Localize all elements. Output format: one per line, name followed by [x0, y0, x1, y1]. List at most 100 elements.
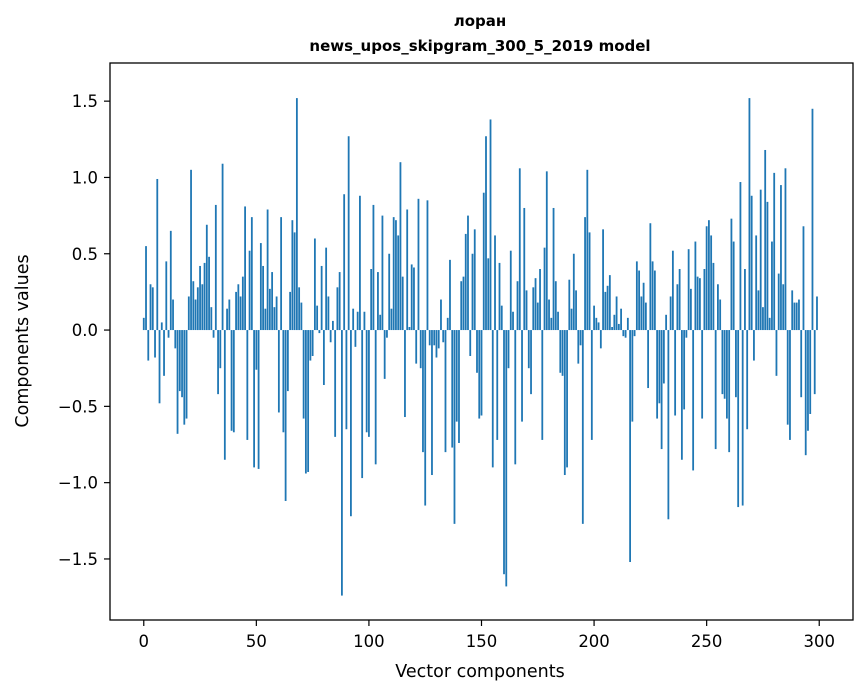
bar-220	[638, 270, 641, 331]
bar-207	[608, 275, 611, 331]
bar-225	[649, 223, 652, 331]
bar-200	[593, 305, 595, 331]
bar-210	[615, 296, 618, 331]
bar-71	[302, 330, 305, 419]
x-axis: 0 50 100 150 200 250 300	[139, 620, 835, 651]
bar-223	[644, 302, 647, 331]
bar-266	[741, 330, 744, 506]
bar-136	[449, 259, 451, 331]
bar-114	[399, 162, 402, 331]
bar-25	[199, 265, 201, 331]
bar-184	[557, 311, 559, 331]
bar-219	[635, 261, 638, 331]
bar-273	[757, 290, 760, 331]
bar-292	[800, 330, 803, 398]
y-tick-label: −0.5	[58, 397, 98, 416]
bar-256	[719, 299, 722, 331]
bar-168	[521, 330, 523, 422]
bar-274	[759, 189, 762, 331]
bar-164	[512, 311, 514, 331]
bar-93	[352, 308, 355, 331]
bar-51	[257, 330, 260, 469]
bar-247	[699, 278, 701, 331]
bar-202	[597, 322, 600, 331]
bar-198	[588, 232, 591, 331]
bar-68	[295, 98, 298, 331]
bar-165	[514, 330, 517, 465]
bar-122	[417, 198, 420, 331]
bar-90	[345, 330, 348, 430]
bar-80	[322, 330, 325, 385]
bar-270	[750, 195, 753, 331]
bar-169	[523, 207, 526, 331]
bar-203	[599, 330, 602, 349]
bar-106	[381, 215, 384, 331]
bar-63	[284, 330, 287, 501]
bar-100	[368, 330, 370, 437]
bar-211	[617, 323, 620, 331]
bar-128	[431, 330, 433, 476]
bar-151	[482, 192, 485, 331]
bar-187	[563, 330, 566, 476]
bar-199	[590, 330, 593, 440]
bar-213	[622, 330, 625, 337]
bar-193	[577, 330, 580, 364]
bar-293	[802, 226, 805, 331]
bar-7	[158, 330, 161, 404]
bar-138	[453, 330, 456, 524]
bar-124	[422, 330, 424, 453]
bar-153	[487, 258, 490, 331]
y-tick-label: 0.0	[72, 321, 98, 340]
bar-102	[372, 204, 375, 331]
bar-105	[379, 314, 382, 331]
bar-159	[500, 305, 503, 331]
bar-233	[667, 330, 670, 520]
bar-60	[277, 330, 280, 413]
bar-38	[228, 299, 231, 331]
bar-156	[494, 235, 496, 331]
bar-27	[203, 262, 206, 331]
bar-4	[151, 287, 154, 331]
x-tick-label: 100	[353, 632, 385, 651]
bar-280	[773, 172, 776, 331]
bar-112	[395, 220, 397, 331]
bar-11	[167, 330, 170, 338]
bar-48	[250, 217, 253, 331]
bar-261	[730, 218, 733, 331]
bar-108	[386, 330, 388, 338]
bar-113	[397, 235, 400, 331]
bar-214	[624, 330, 627, 338]
bar-166	[516, 281, 519, 331]
bar-95	[356, 311, 359, 331]
bar-182	[552, 207, 555, 331]
bar-172	[530, 330, 532, 395]
x-tick-label: 50	[246, 632, 267, 651]
bar-253	[712, 262, 715, 331]
bar-209	[613, 314, 616, 331]
y-tick-label: −1.0	[58, 474, 98, 493]
bar-197	[586, 169, 589, 331]
bar-235	[671, 250, 674, 331]
bar-254	[714, 330, 717, 450]
bar-6	[156, 178, 159, 331]
bar-195	[581, 330, 584, 524]
bar-82	[327, 296, 330, 331]
bar-140	[458, 330, 460, 443]
bar-29	[208, 256, 210, 331]
bar-137	[451, 330, 454, 448]
bar-19	[185, 330, 188, 419]
bar-192	[575, 290, 577, 331]
bar-229	[658, 330, 661, 404]
bar-240	[683, 330, 686, 410]
bar-288	[791, 290, 794, 331]
bar-251	[708, 220, 710, 331]
bar-74	[309, 330, 312, 361]
bar-126	[426, 200, 429, 331]
bar-180	[548, 299, 550, 331]
y-tick-label: 0.5	[72, 245, 98, 264]
bar-73	[307, 330, 310, 472]
bar-255	[717, 284, 719, 331]
bar-194	[579, 330, 582, 346]
bar-260	[728, 330, 731, 453]
bar-150	[480, 330, 483, 416]
